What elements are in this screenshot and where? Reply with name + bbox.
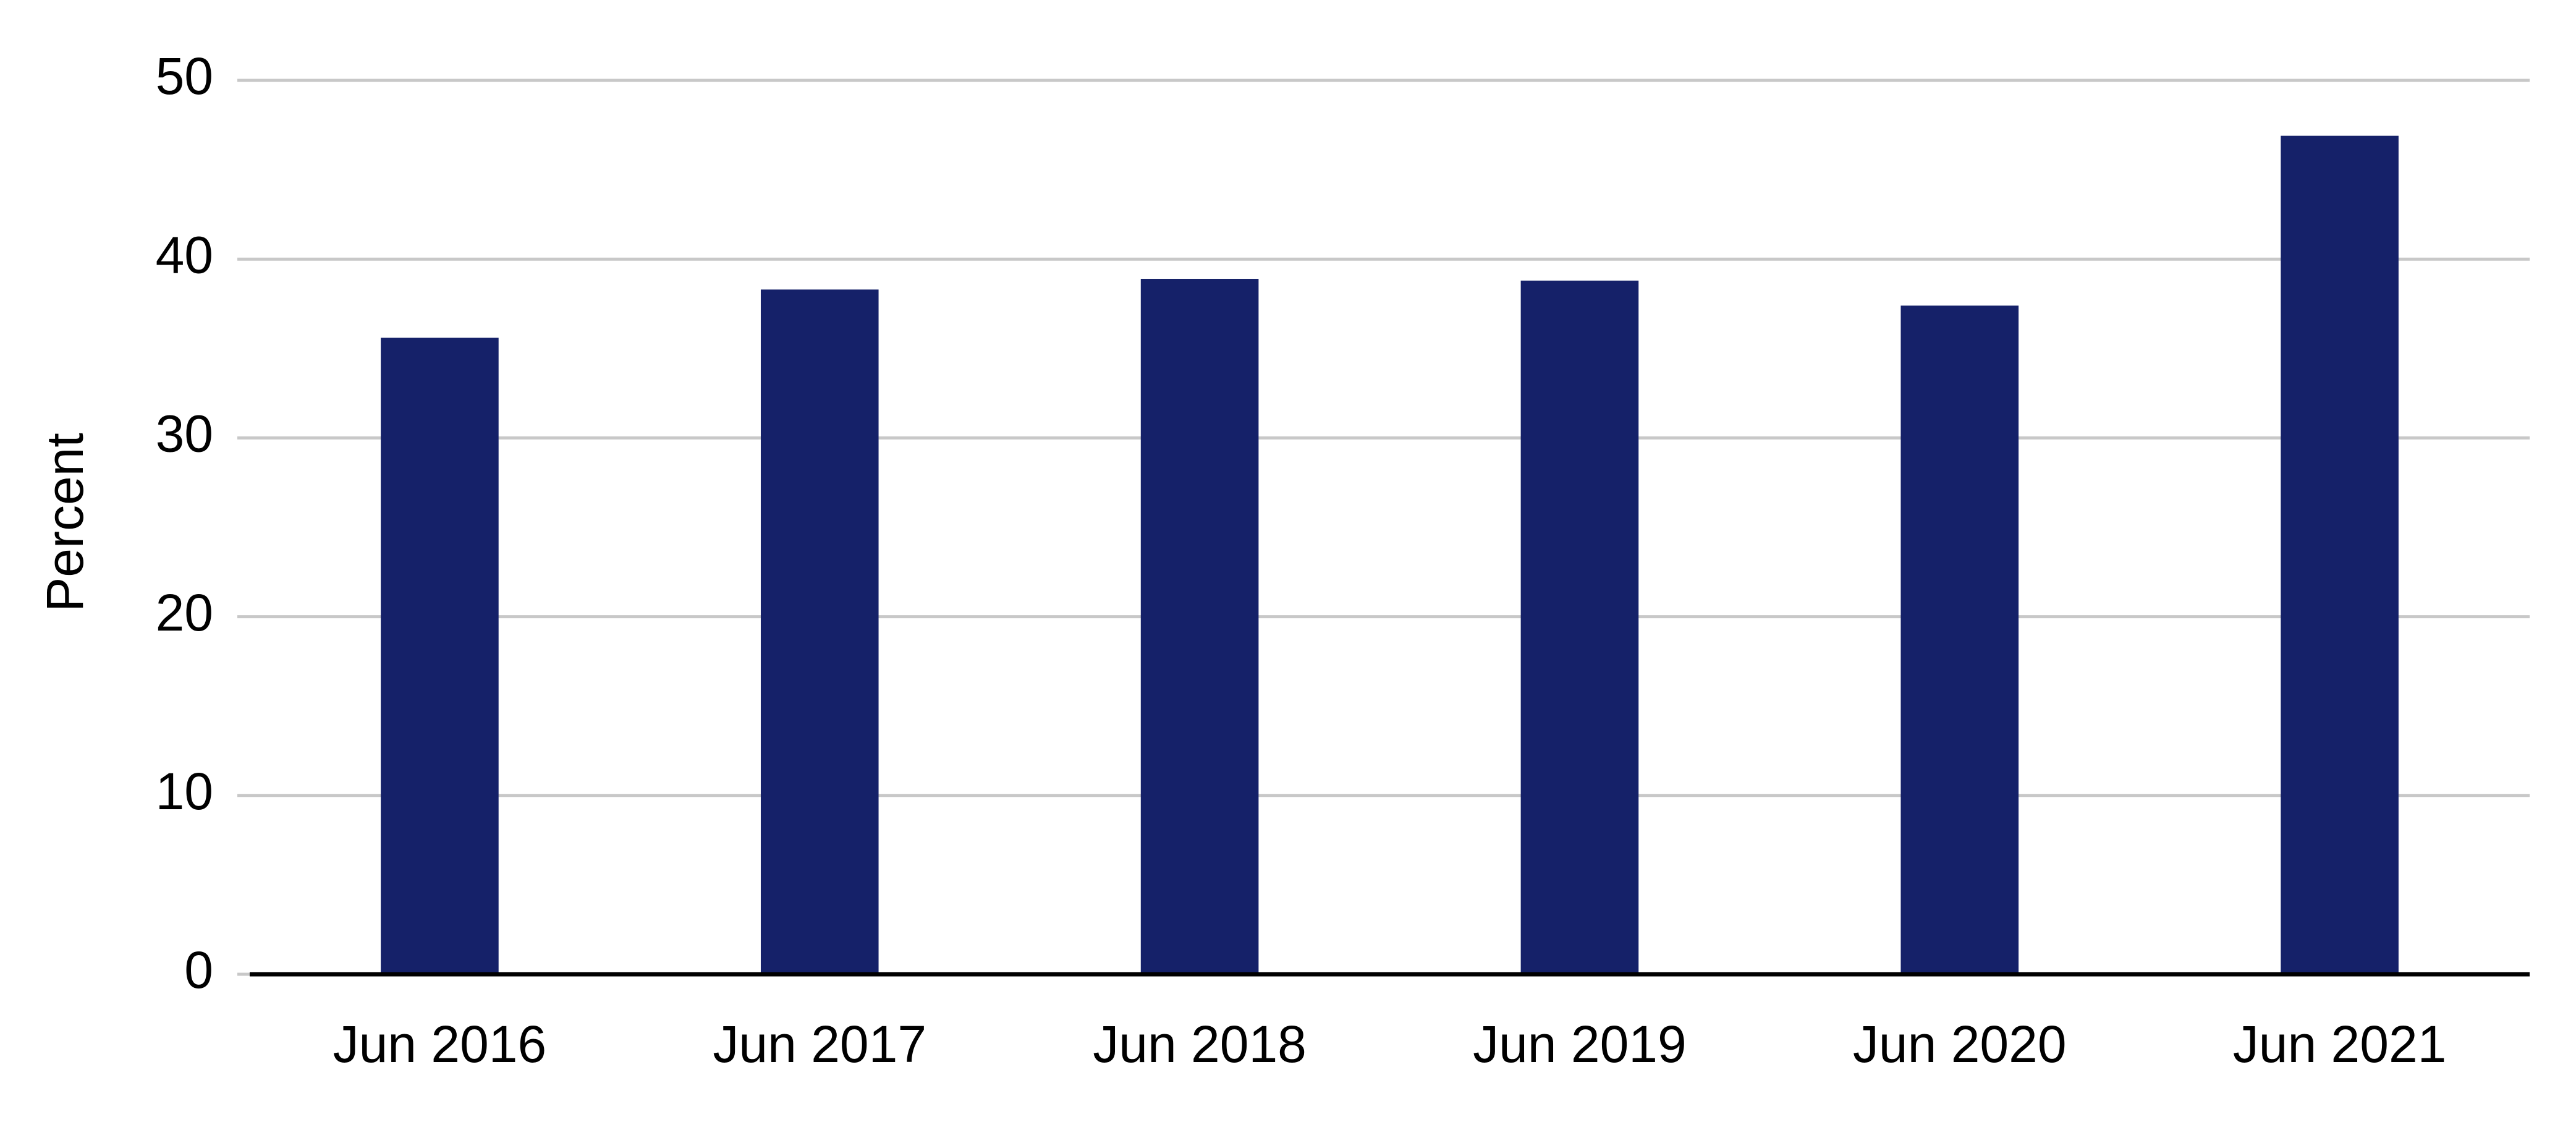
y-tick-label: 50 <box>156 47 213 105</box>
y-tick-label: 0 <box>184 941 213 999</box>
y-axis-label: Percent <box>36 433 94 612</box>
x-tick-label: Jun 2021 <box>2233 1015 2447 1073</box>
bar <box>1520 280 1639 974</box>
bar <box>1140 279 1259 975</box>
bar <box>760 289 879 974</box>
bar <box>381 338 499 974</box>
y-tick-label: 10 <box>156 762 213 820</box>
x-tick-label: Jun 2017 <box>713 1015 926 1073</box>
x-tick-label: Jun 2019 <box>1473 1015 1687 1073</box>
y-tick-label: 20 <box>156 584 213 642</box>
x-tick-label: Jun 2018 <box>1093 1015 1307 1073</box>
bar <box>1900 305 2019 975</box>
bar <box>2281 135 2399 975</box>
x-tick-label: Jun 2016 <box>333 1015 547 1073</box>
y-tick-label: 30 <box>156 405 213 463</box>
x-tick-label: Jun 2020 <box>1853 1015 2067 1073</box>
y-tick-label: 40 <box>156 226 213 284</box>
